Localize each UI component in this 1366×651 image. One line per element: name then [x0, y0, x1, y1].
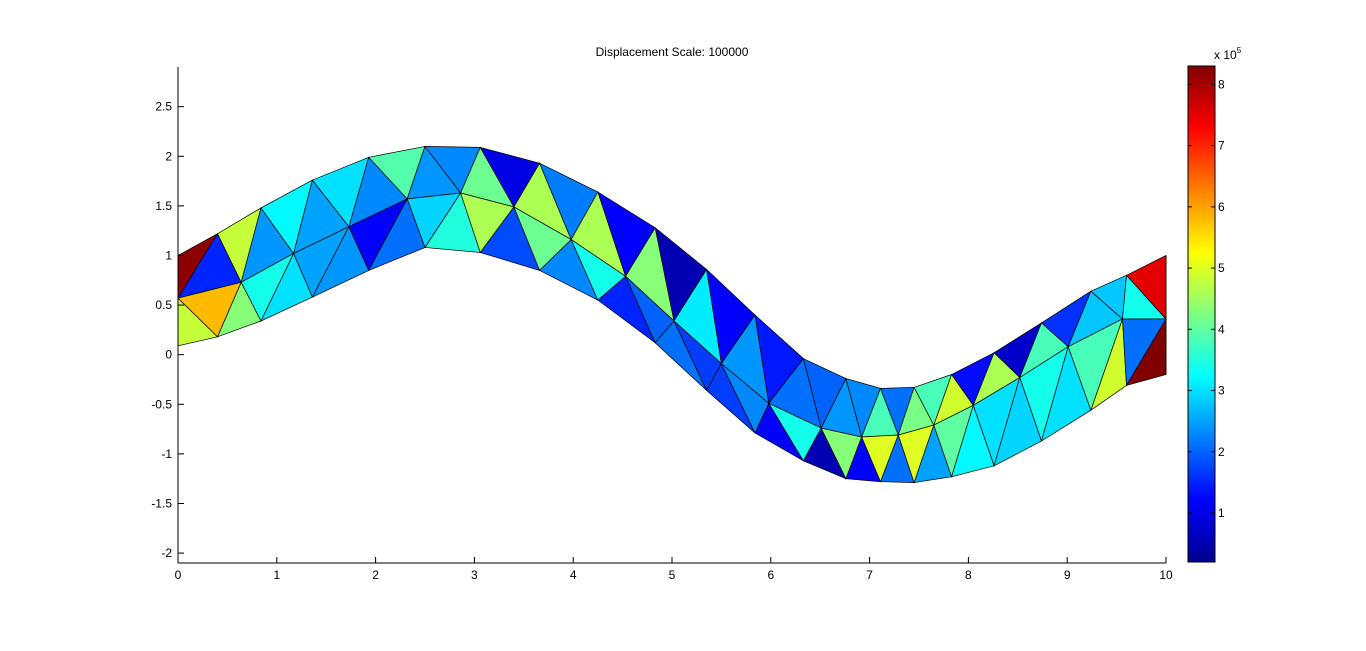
- x-axis: 0 1 2 3 4 5 6 7 8 9 10: [175, 557, 1173, 582]
- x-tick-label: 5: [669, 568, 676, 582]
- colorbar-tick-label: 2: [1218, 445, 1225, 459]
- y-tick-label: 0: [165, 348, 172, 362]
- colorbar-tick-label: 3: [1218, 384, 1225, 398]
- chart-title: Displacement Scale: 100000: [596, 45, 749, 59]
- x-tick-label: 8: [965, 568, 972, 582]
- colorbar-tick-label: 5: [1218, 261, 1225, 275]
- y-tick-label: -1.5: [151, 496, 172, 510]
- x-tick-label: 3: [471, 568, 478, 582]
- x-tick-label: 9: [1064, 568, 1071, 582]
- x-tick-label: 4: [570, 568, 577, 582]
- y-tick-label: 2.5: [155, 100, 172, 114]
- x-tick-label: 2: [372, 568, 379, 582]
- colorbar-tick-label: 7: [1218, 139, 1225, 153]
- colorbar-tick-label: 8: [1218, 77, 1225, 91]
- x-tick-label: 6: [767, 568, 774, 582]
- y-tick-label: 0.5: [155, 298, 172, 312]
- colorbar-tick-label: 4: [1218, 322, 1225, 336]
- y-tick-label: -0.5: [151, 397, 172, 411]
- colorbar-gradient: [1187, 65, 1216, 563]
- y-axis: -2 -1.5 -1 -0.5 0 0.5 1 1.5 2 2.5: [151, 67, 184, 563]
- y-tick-label: -1: [161, 447, 172, 461]
- x-tick-label: 10: [1159, 568, 1173, 582]
- x-tick-label: 1: [273, 568, 280, 582]
- y-tick-label: -2: [161, 546, 172, 560]
- y-tick-label: 1: [165, 248, 172, 262]
- y-tick-label: 2: [165, 149, 172, 163]
- colorbar-tick-label: 1: [1218, 506, 1225, 520]
- colorbar-multiplier: x 105: [1214, 46, 1242, 62]
- plot-area: 0 1 2 3 4 5 6 7 8 9 10 -2 -1.5 -1 -0.5 0 0.5 1 1.5 2 2.5: [151, 67, 1173, 582]
- x-tick-label: 0: [175, 568, 182, 582]
- colorbar-tick-label: 6: [1218, 200, 1225, 214]
- colorbar-ticks: 1 2 3 4 5 6 7 8: [1188, 77, 1225, 520]
- x-tick-label: 7: [866, 568, 873, 582]
- colorbar: x 105 1 2 3 4 5 6 7 8: [1187, 46, 1242, 563]
- y-tick-label: 1.5: [155, 199, 172, 213]
- mesh: [177, 145, 1167, 484]
